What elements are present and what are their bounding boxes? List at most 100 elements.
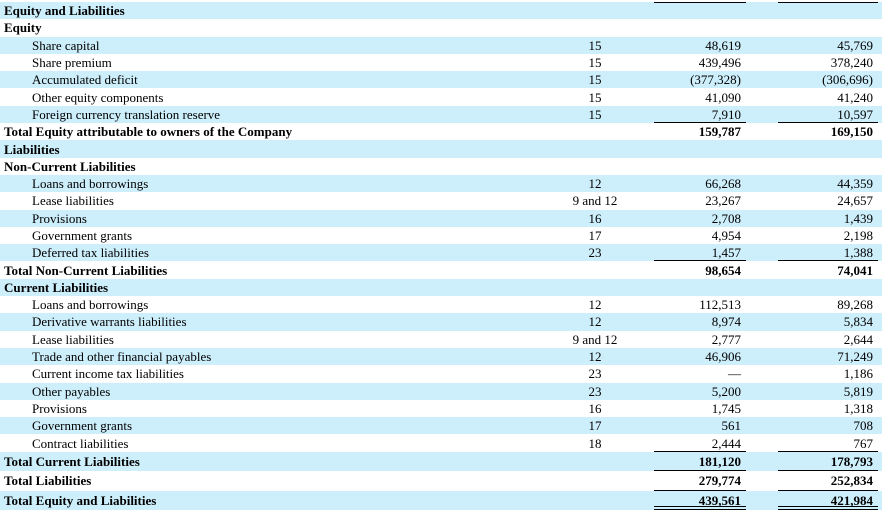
value-prior: 378,240	[830, 55, 873, 71]
note-ref: 15	[588, 89, 602, 105]
gap	[878, 490, 882, 511]
gap	[746, 278, 778, 297]
gap	[746, 71, 778, 89]
value-prior: 89,268	[837, 297, 873, 313]
note-ref: 17	[588, 228, 602, 243]
value-prior: 1,318	[843, 400, 873, 416]
value-prior: 10,597	[778, 105, 878, 124]
gap	[878, 347, 882, 366]
table-row: Other payables 23 5,200 5,819	[0, 382, 882, 400]
table-row: Government grants 17 4,954 2,198	[0, 227, 882, 244]
note-ref: 15	[536, 71, 654, 89]
value-current: 159,787	[698, 124, 741, 140]
gap	[746, 174, 778, 193]
value-prior: 252,834	[778, 471, 878, 491]
gap	[878, 261, 882, 278]
value-prior: 178,793	[778, 451, 878, 472]
gap	[878, 313, 882, 331]
row-label: Loans and borrowings	[0, 174, 536, 193]
value-current	[654, 19, 746, 36]
note-ref	[536, 451, 654, 472]
table-row: Derivative warrants liabilities 12 8,974 5,…	[0, 313, 882, 331]
row-label: Foreign currency translation reserve	[0, 105, 536, 124]
value-current: 439,561	[654, 490, 746, 511]
value-current: 46,906	[654, 347, 746, 366]
table-row: Equity	[0, 19, 882, 36]
gap	[746, 347, 778, 366]
gap	[746, 313, 778, 331]
table-row: Government grants 17 561 708	[0, 417, 882, 435]
table-row: Liabilities	[0, 140, 882, 158]
note-ref: 23	[536, 382, 654, 400]
note-ref	[536, 2, 654, 20]
value-current: (377,328)	[654, 71, 746, 89]
gap	[746, 451, 778, 472]
gap	[746, 88, 778, 105]
value-current: 23,267	[705, 193, 741, 209]
note-ref	[536, 19, 654, 36]
gap	[746, 158, 778, 175]
row-label: Total Liabilities	[4, 473, 92, 489]
value-prior: 421,984	[778, 490, 878, 511]
note-ref: 12	[536, 347, 654, 366]
gap	[746, 490, 778, 511]
value-prior: 5,834	[778, 313, 878, 331]
note-ref	[536, 123, 654, 140]
table-row: Total Equity and Liabilities 439,561 421,9…	[0, 490, 882, 511]
note-ref	[536, 140, 654, 158]
gap	[746, 471, 778, 491]
value-current	[654, 158, 746, 175]
table-row: Non-Current Liabilities	[0, 158, 882, 175]
gap	[746, 382, 778, 400]
value-prior: 41,240	[837, 89, 873, 105]
value-prior	[778, 140, 878, 158]
row-label: Provisions	[32, 400, 87, 416]
table-row: Contract liabilities 18 2,444 767	[0, 434, 882, 451]
gap	[878, 71, 882, 89]
row-label: Lease liabilities	[32, 193, 114, 209]
gap	[878, 2, 882, 20]
value-prior	[778, 158, 878, 175]
gap	[746, 36, 778, 54]
row-label: Accumulated deficit	[0, 71, 536, 89]
gap	[878, 174, 882, 193]
value-current: 2,444	[654, 434, 746, 451]
value-prior: 71,249	[778, 347, 878, 366]
gap	[878, 140, 882, 158]
value-prior	[778, 278, 878, 297]
gap	[746, 417, 778, 435]
value-prior: (306,696)	[778, 71, 878, 89]
table-row: Current income tax liabilities 23 — 1,186	[0, 365, 882, 382]
value-prior: 169,150	[830, 124, 873, 140]
note-ref: 16	[588, 400, 602, 416]
gap	[746, 331, 778, 348]
gap	[746, 400, 778, 417]
table-row: Provisions 16 2,708 1,439	[0, 209, 882, 227]
gap	[746, 2, 778, 20]
gap	[746, 365, 778, 382]
gap	[878, 54, 882, 71]
gap	[878, 227, 882, 244]
gap	[878, 209, 882, 227]
row-label: Total Non-Current Liabilities	[4, 262, 168, 278]
table-row: Lease liabilities 9 and 12 2,777 2,644	[0, 331, 882, 348]
value-prior: 708	[778, 417, 878, 435]
gap	[878, 123, 882, 140]
row-label: Loans and borrowings	[32, 297, 149, 313]
note-ref	[536, 158, 654, 175]
table-row: Total Current Liabilities 181,120 178,793	[0, 451, 882, 472]
gap	[746, 434, 778, 451]
gap	[746, 261, 778, 278]
table-row: Foreign currency translation reserve 15 7,…	[0, 105, 882, 124]
gap	[878, 158, 882, 175]
table-row: Trade and other financial payables 12 46,9…	[0, 347, 882, 366]
value-current	[654, 278, 746, 297]
gap	[746, 19, 778, 36]
note-ref: 17	[536, 417, 654, 435]
table-row: Deferred tax liabilities 23 1,457 1,388	[0, 244, 882, 262]
value-prior: 74,041	[837, 262, 873, 278]
gap	[878, 296, 882, 313]
row-label: Liabilities	[0, 140, 536, 158]
row-label: Total Equity and Liabilities	[0, 490, 536, 511]
value-prior: 2,198	[843, 228, 873, 243]
